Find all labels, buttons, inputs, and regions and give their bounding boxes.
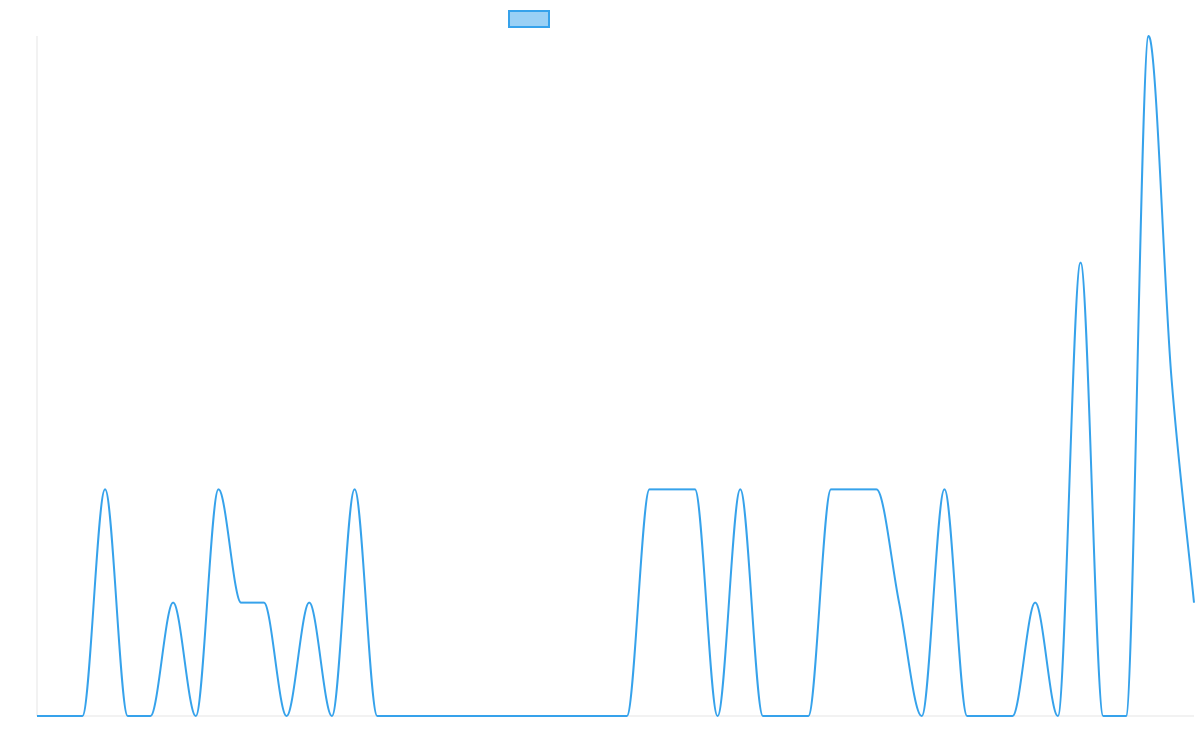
data-point[interactable]	[214, 485, 222, 493]
data-point[interactable]	[555, 712, 563, 720]
points-layer	[33, 32, 1198, 720]
data-point[interactable]	[101, 485, 109, 493]
data-point[interactable]	[714, 712, 722, 720]
data-point[interactable]	[872, 485, 880, 493]
data-point[interactable]	[646, 485, 654, 493]
data-point[interactable]	[850, 485, 858, 493]
data-point[interactable]	[1031, 599, 1039, 607]
data-point[interactable]	[600, 712, 608, 720]
data-point[interactable]	[124, 712, 132, 720]
data-point[interactable]	[736, 485, 744, 493]
data-point[interactable]	[1167, 372, 1175, 380]
data-point[interactable]	[373, 712, 381, 720]
data-point[interactable]	[1122, 712, 1130, 720]
data-point[interactable]	[419, 712, 427, 720]
data-point[interactable]	[1009, 712, 1017, 720]
series-layer	[37, 35, 1195, 717]
data-point[interactable]	[509, 712, 517, 720]
legend[interactable]	[508, 10, 556, 28]
data-point[interactable]	[1077, 259, 1085, 267]
data-point[interactable]	[169, 599, 177, 607]
data-point[interactable]	[827, 485, 835, 493]
data-point[interactable]	[1145, 32, 1153, 40]
data-point[interactable]	[1190, 599, 1198, 607]
series-line[interactable]	[37, 35, 1195, 717]
data-point[interactable]	[464, 712, 472, 720]
data-point[interactable]	[1099, 712, 1107, 720]
data-point[interactable]	[759, 712, 767, 720]
data-point[interactable]	[577, 712, 585, 720]
data-point[interactable]	[33, 712, 41, 720]
data-point[interactable]	[260, 599, 268, 607]
data-point[interactable]	[487, 712, 495, 720]
data-point[interactable]	[237, 599, 245, 607]
data-point[interactable]	[623, 712, 631, 720]
data-point[interactable]	[532, 712, 540, 720]
data-point[interactable]	[668, 485, 676, 493]
data-point[interactable]	[804, 712, 812, 720]
data-point[interactable]	[305, 599, 313, 607]
data-point[interactable]	[691, 485, 699, 493]
data-point[interactable]	[441, 712, 449, 720]
data-point[interactable]	[782, 712, 790, 720]
data-point[interactable]	[986, 712, 994, 720]
axes	[36, 36, 1194, 717]
data-point[interactable]	[396, 712, 404, 720]
data-point[interactable]	[146, 712, 154, 720]
data-point[interactable]	[192, 712, 200, 720]
data-point[interactable]	[56, 712, 64, 720]
data-point[interactable]	[963, 712, 971, 720]
data-point[interactable]	[940, 485, 948, 493]
data-point[interactable]	[895, 599, 903, 607]
data-point[interactable]	[78, 712, 86, 720]
data-point[interactable]	[283, 712, 291, 720]
data-point[interactable]	[1054, 712, 1062, 720]
data-point[interactable]	[918, 712, 926, 720]
legend-swatch	[508, 10, 550, 28]
data-point[interactable]	[328, 712, 336, 720]
data-point[interactable]	[351, 485, 359, 493]
